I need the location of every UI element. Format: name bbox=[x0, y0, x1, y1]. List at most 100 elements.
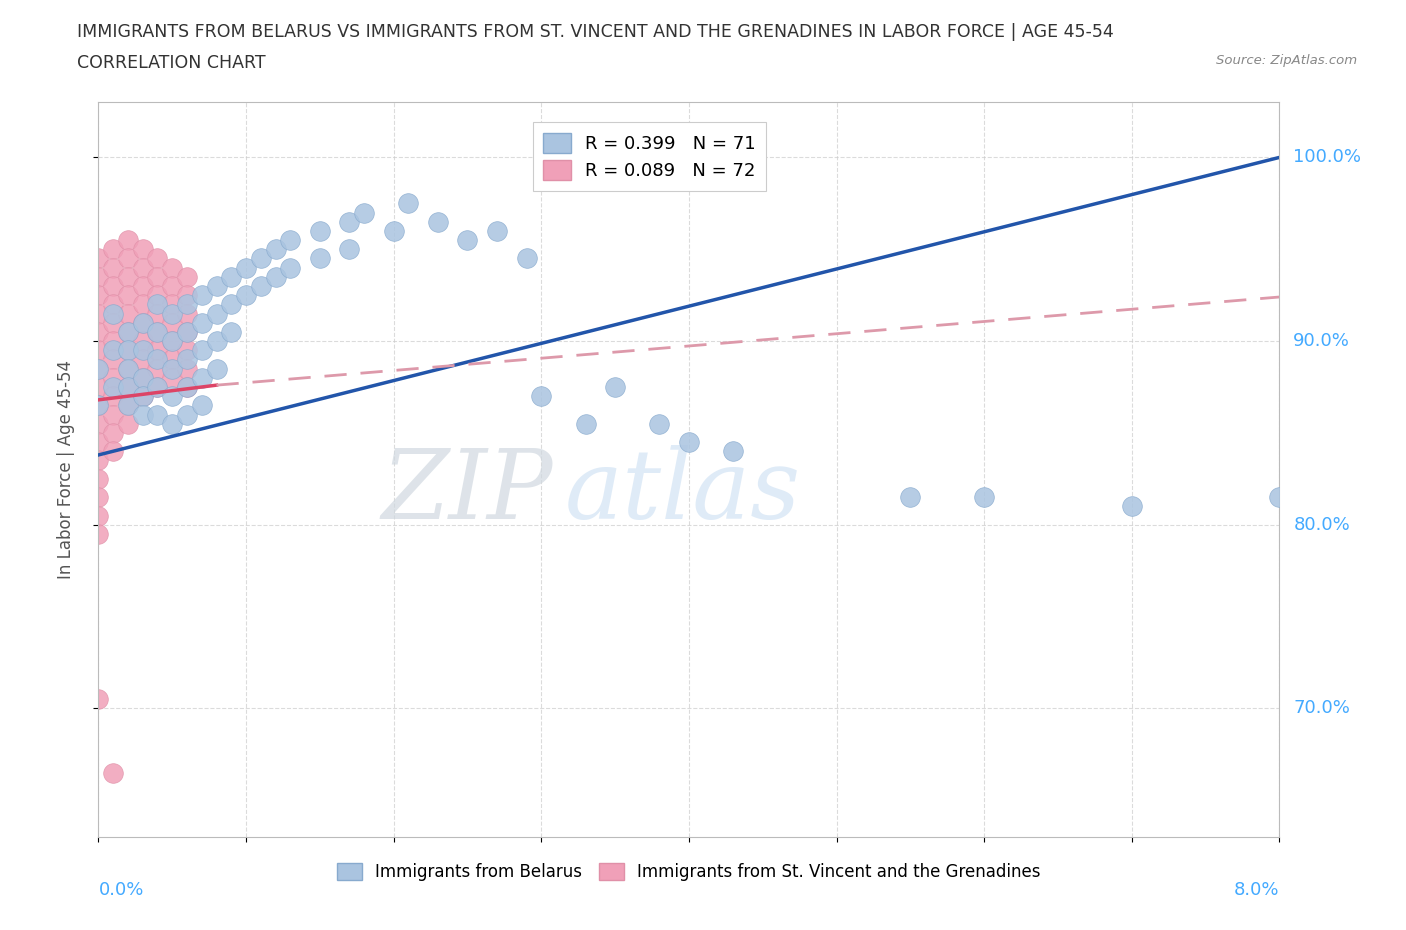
Point bbox=[117, 287, 139, 302]
Point bbox=[427, 214, 450, 229]
Text: 100.0%: 100.0% bbox=[1294, 149, 1361, 166]
Point bbox=[176, 325, 198, 339]
Point bbox=[117, 343, 139, 358]
Point bbox=[132, 315, 155, 330]
Text: ZIP: ZIP bbox=[382, 445, 553, 538]
Point bbox=[117, 398, 139, 413]
Y-axis label: In Labor Force | Age 45-54: In Labor Force | Age 45-54 bbox=[56, 360, 75, 579]
Point bbox=[87, 453, 110, 468]
Point bbox=[264, 242, 287, 257]
Point bbox=[191, 398, 214, 413]
Point bbox=[117, 343, 139, 358]
Point bbox=[103, 315, 125, 330]
Point bbox=[146, 287, 169, 302]
Point bbox=[191, 287, 214, 302]
Point bbox=[117, 270, 139, 285]
Point bbox=[648, 417, 671, 432]
Point bbox=[516, 251, 538, 266]
Point bbox=[723, 444, 745, 458]
Point bbox=[162, 334, 183, 349]
Point bbox=[530, 389, 553, 404]
Point bbox=[103, 352, 125, 366]
Point bbox=[103, 306, 125, 321]
Point bbox=[205, 278, 228, 293]
Point bbox=[87, 434, 110, 449]
Point bbox=[132, 352, 155, 366]
Point bbox=[132, 343, 155, 358]
Point bbox=[103, 370, 125, 385]
Point bbox=[103, 425, 125, 440]
Point bbox=[132, 389, 155, 404]
Point bbox=[191, 315, 214, 330]
Point bbox=[87, 251, 110, 266]
Point bbox=[117, 398, 139, 413]
Point bbox=[103, 765, 125, 780]
Point bbox=[87, 490, 110, 505]
Point bbox=[87, 508, 110, 523]
Point bbox=[162, 389, 183, 404]
Text: 8.0%: 8.0% bbox=[1234, 882, 1279, 899]
Point bbox=[146, 407, 169, 422]
Point bbox=[103, 343, 125, 358]
Point bbox=[146, 251, 169, 266]
Text: 90.0%: 90.0% bbox=[1294, 332, 1350, 350]
Point bbox=[146, 306, 169, 321]
Point bbox=[176, 407, 198, 422]
Point bbox=[103, 278, 125, 293]
Point bbox=[250, 251, 273, 266]
Point bbox=[103, 389, 125, 404]
Point bbox=[280, 232, 302, 247]
Point bbox=[353, 205, 375, 219]
Text: 70.0%: 70.0% bbox=[1294, 699, 1350, 717]
Point bbox=[132, 278, 155, 293]
Point bbox=[117, 361, 139, 376]
Point bbox=[176, 379, 198, 394]
Point bbox=[162, 260, 183, 275]
Point bbox=[235, 260, 257, 275]
Point bbox=[87, 270, 110, 285]
Point bbox=[309, 223, 332, 238]
Text: CORRELATION CHART: CORRELATION CHART bbox=[77, 54, 266, 72]
Point bbox=[117, 325, 139, 339]
Point bbox=[87, 287, 110, 302]
Point bbox=[605, 379, 627, 394]
Point bbox=[146, 325, 169, 339]
Point bbox=[132, 315, 155, 330]
Point bbox=[162, 278, 183, 293]
Point bbox=[117, 417, 139, 432]
Point bbox=[87, 692, 110, 707]
Point bbox=[280, 260, 302, 275]
Point bbox=[176, 325, 198, 339]
Point bbox=[87, 306, 110, 321]
Point bbox=[132, 370, 155, 385]
Point bbox=[205, 334, 228, 349]
Point bbox=[221, 325, 243, 339]
Point bbox=[162, 370, 183, 385]
Point bbox=[176, 306, 198, 321]
Point bbox=[339, 214, 361, 229]
Point bbox=[309, 251, 332, 266]
Point bbox=[103, 242, 125, 257]
Point bbox=[162, 297, 183, 312]
Point bbox=[132, 334, 155, 349]
Point bbox=[87, 398, 110, 413]
Point bbox=[264, 270, 287, 285]
Point bbox=[162, 334, 183, 349]
Point bbox=[457, 232, 479, 247]
Text: IMMIGRANTS FROM BELARUS VS IMMIGRANTS FROM ST. VINCENT AND THE GRENADINES IN LAB: IMMIGRANTS FROM BELARUS VS IMMIGRANTS FR… bbox=[77, 23, 1114, 41]
Point bbox=[132, 370, 155, 385]
Point bbox=[1268, 490, 1291, 505]
Point bbox=[176, 297, 198, 312]
Point bbox=[398, 196, 420, 211]
Point bbox=[117, 379, 139, 394]
Point bbox=[146, 379, 169, 394]
Point bbox=[117, 379, 139, 394]
Point bbox=[250, 278, 273, 293]
Point bbox=[117, 306, 139, 321]
Point bbox=[162, 306, 183, 321]
Point bbox=[205, 361, 228, 376]
Point bbox=[146, 352, 169, 366]
Point bbox=[1121, 498, 1143, 513]
Point bbox=[87, 325, 110, 339]
Point bbox=[117, 325, 139, 339]
